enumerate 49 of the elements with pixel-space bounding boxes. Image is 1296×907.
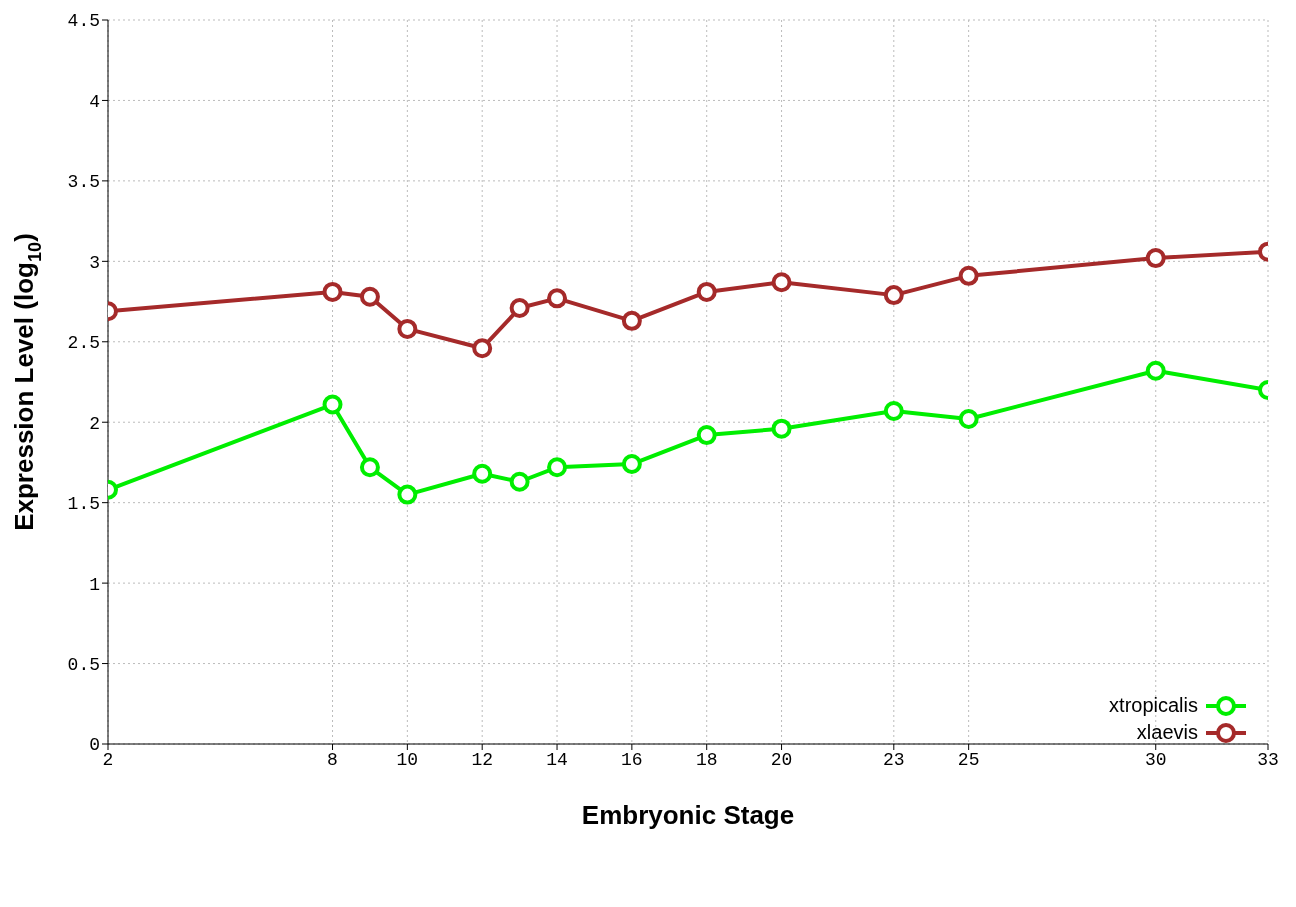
point — [958, 409, 979, 429]
point — [397, 484, 418, 505]
x-tick-label: 30 — [1144, 749, 1167, 770]
point — [621, 454, 642, 475]
legend-label: xlaevis — [1136, 721, 1198, 744]
y-tick-label: 4 — [89, 91, 100, 112]
y-tick-label: 1.5 — [67, 494, 100, 515]
point — [771, 418, 792, 439]
point — [696, 425, 717, 446]
legend-label: xtropicalis — [1109, 694, 1198, 717]
point — [509, 471, 530, 492]
y-tick-label: 3 — [89, 252, 100, 273]
y-tick-label: 1 — [89, 574, 100, 595]
point — [322, 281, 343, 302]
x-tick-label: 12 — [471, 749, 493, 770]
point — [359, 457, 380, 478]
x-tick-label: 8 — [327, 749, 338, 770]
point — [696, 281, 717, 302]
x-tick-label: 16 — [621, 749, 643, 770]
point — [1145, 248, 1166, 269]
x-axis-title: Embryonic Stage — [581, 800, 795, 830]
point — [958, 265, 979, 286]
x-tick-label: 23 — [883, 749, 905, 770]
point — [472, 463, 493, 484]
point — [1145, 360, 1166, 381]
point — [883, 400, 904, 421]
y-tick-label: 2.5 — [67, 333, 100, 354]
x-tick-label: 20 — [770, 749, 793, 770]
x-tick-label: 25 — [957, 749, 980, 770]
point — [397, 318, 418, 339]
y-tick-label: 2 — [89, 413, 100, 434]
x-tick-label: 33 — [1257, 749, 1279, 770]
x-tick-label: 2 — [102, 749, 114, 770]
point — [771, 272, 792, 293]
x-tick-label: 14 — [546, 749, 568, 770]
point — [883, 285, 904, 306]
point — [547, 457, 568, 478]
x-tick-label: 10 — [396, 749, 419, 770]
point — [547, 288, 568, 309]
point — [359, 286, 380, 307]
y-tick-label: 0 — [89, 735, 100, 756]
point — [322, 394, 343, 415]
point — [509, 297, 530, 318]
point — [621, 310, 642, 331]
x-tick-label: 18 — [695, 749, 718, 770]
y-tick-label: 3.5 — [67, 172, 100, 193]
point — [472, 338, 493, 359]
y-tick-label: 0.5 — [67, 654, 100, 675]
y-tick-label: 4.5 — [67, 11, 100, 32]
